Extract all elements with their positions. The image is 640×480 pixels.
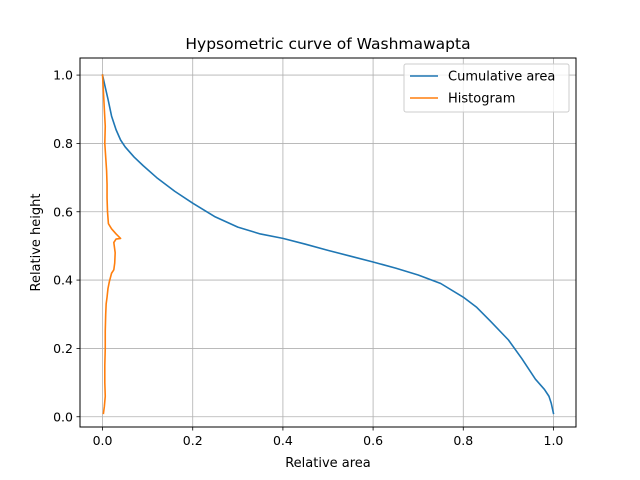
x-tick-label: 0.2 bbox=[183, 433, 203, 448]
x-tick-label: 0.6 bbox=[363, 433, 383, 448]
y-tick-label: 1.0 bbox=[53, 68, 73, 83]
x-tick-label: 0.4 bbox=[273, 433, 293, 448]
y-tick-label: 0.4 bbox=[53, 273, 73, 288]
y-tick-label: 0.8 bbox=[53, 136, 73, 151]
y-tick-label: 0.6 bbox=[53, 204, 73, 219]
series-line-cumulative-area bbox=[101, 74, 555, 415]
x-tick-label: 1.0 bbox=[544, 433, 564, 448]
y-tick-label: 0.0 bbox=[53, 409, 73, 424]
chart-title: Hypsometric curve of Washmawapta bbox=[185, 35, 470, 53]
y-tick-label: 0.2 bbox=[53, 341, 73, 356]
series-lines bbox=[101, 74, 555, 415]
x-tick-label: 0.8 bbox=[453, 433, 473, 448]
legend-label-histogram: Histogram bbox=[448, 92, 515, 107]
y-axis-label: Relative height bbox=[29, 194, 44, 292]
legend-box bbox=[403, 63, 570, 113]
grid-lines bbox=[80, 58, 576, 427]
legend-label-cumulative-area: Cumulative area bbox=[448, 70, 555, 85]
series-line-histogram bbox=[101, 74, 122, 415]
x-tick-label: 0.0 bbox=[93, 433, 113, 448]
legend: Cumulative area Histogram bbox=[403, 63, 570, 113]
x-axis-label: Relative area bbox=[285, 456, 371, 471]
plot-area bbox=[80, 58, 576, 427]
plot-frame bbox=[79, 57, 577, 428]
axis-ticks: 0.0 0.2 0.4 0.6 0.8 1.0 0.0 0.2 0.4 0.6 0.8 1.0 bbox=[53, 68, 563, 448]
